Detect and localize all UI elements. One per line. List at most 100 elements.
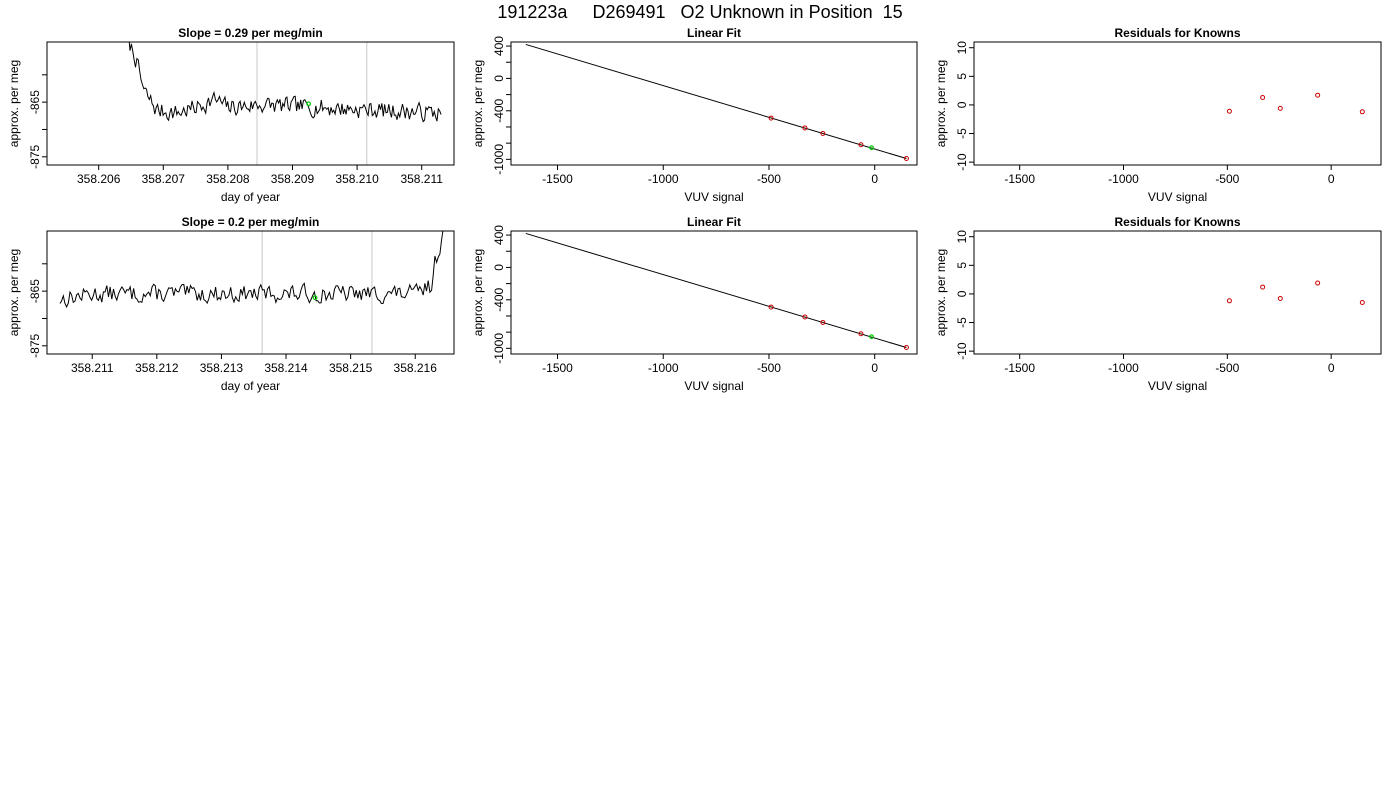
plot-frame	[46, 41, 455, 166]
x-tick-label: 358.209	[271, 172, 315, 186]
y-tick-label: -400	[492, 287, 506, 311]
x-tick-label: -1000	[648, 172, 679, 186]
known-point	[1226, 298, 1232, 304]
y-tick-label: -865	[28, 279, 42, 303]
unknown-point	[312, 295, 318, 301]
panel-title: Slope = 0.29 per meg/min	[178, 26, 322, 40]
known-point	[1359, 300, 1365, 306]
y-tick-label: 0	[492, 264, 506, 271]
x-tick-label: 358.206	[77, 172, 121, 186]
y-tick-label: 10	[955, 230, 969, 244]
y-axis-label: approx. per meg	[7, 249, 21, 336]
y-axis-label: approx. per meg	[7, 60, 21, 147]
plot-frame	[973, 41, 1382, 166]
y-tick-label: -875	[28, 333, 42, 357]
known-point	[1277, 296, 1283, 302]
known-point	[1359, 109, 1365, 115]
panel-title: Slope = 0.2 per meg/min	[182, 215, 320, 229]
x-tick-label: 358.212	[135, 361, 179, 375]
x-tick-label: -500	[757, 172, 781, 186]
residuals-panel-2: Residuals for Knowns -1500 -1000 -500 0 10 5 0 -…	[934, 215, 1382, 393]
known-point	[802, 125, 808, 131]
timeseries-panel-2: Slope = 0.2 per meg/min 358.211 358.212 358…	[7, 215, 455, 393]
y-tick-label: 5	[955, 73, 969, 80]
x-axis-label: VUV signal	[684, 379, 743, 393]
panel-title: Residuals for Knowns	[1114, 26, 1240, 40]
data-series-line	[59, 231, 444, 309]
x-tick-label: -1500	[542, 361, 573, 375]
unknown-point	[306, 101, 312, 107]
plot-area	[59, 231, 444, 354]
fit-line	[525, 232, 907, 349]
x-tick-label: 358.213	[200, 361, 244, 375]
x-axis-label: day of year	[221, 190, 280, 204]
known-point	[802, 314, 808, 320]
known-point	[903, 156, 909, 162]
known-point	[820, 319, 826, 325]
unknown-point	[869, 145, 874, 151]
unknown-point	[869, 334, 874, 340]
panel-title: Linear Fit	[687, 26, 741, 40]
x-tick-label: -1500	[1004, 361, 1035, 375]
known-point	[768, 304, 774, 310]
known-point	[1315, 92, 1321, 98]
y-axis-label: approx. per meg	[934, 60, 948, 147]
plot-frame	[510, 230, 918, 355]
known-point	[858, 331, 864, 337]
x-tick-label: 358.214	[264, 361, 308, 375]
x-tick-label: -500	[1215, 361, 1239, 375]
x-tick-label: 358.211	[71, 361, 114, 375]
x-axis-label: VUV signal	[684, 190, 743, 204]
x-axis-label: VUV signal	[1148, 190, 1207, 204]
x-tick-label: -500	[1215, 172, 1239, 186]
known-point	[1226, 108, 1232, 114]
y-tick-label: -875	[28, 144, 42, 168]
x-tick-label: 358.207	[142, 172, 186, 186]
x-axis-label: VUV signal	[1148, 379, 1207, 393]
plot-area	[1226, 280, 1365, 306]
y-axis-label: approx. per meg	[471, 249, 485, 336]
y-tick-label: -5	[955, 317, 969, 328]
y-tick-label: -400	[492, 98, 506, 122]
known-point	[858, 142, 864, 148]
x-tick-label: -1000	[1108, 361, 1139, 375]
y-tick-label: 5	[955, 262, 969, 269]
x-tick-label: 358.208	[206, 172, 250, 186]
known-point	[768, 115, 774, 121]
y-tick-label: 0	[492, 75, 506, 82]
known-point	[820, 130, 826, 136]
y-axis-label: approx. per meg	[471, 60, 485, 147]
plot-frame	[46, 230, 455, 355]
x-tick-label: -1000	[648, 361, 679, 375]
x-tick-label: 0	[871, 361, 878, 375]
linear-fit-panel-2: Linear Fit -1500 -1000 -500 0 400 0 -400 -1000 VU…	[471, 215, 918, 393]
y-tick-label: -10	[955, 153, 969, 171]
x-tick-label: -500	[757, 361, 781, 375]
linear-fit-panel-1: Linear Fit -1500 -1000 -500 0 400 0 -400 -1000 VU…	[471, 26, 918, 204]
x-tick-label: 0	[871, 172, 878, 186]
residuals-panel-1: Residuals for Knowns -1500 -1000 -500 0 10 5 0 -…	[934, 26, 1382, 204]
plot-area	[128, 42, 442, 165]
known-point	[1260, 94, 1266, 100]
x-tick-label: -1500	[542, 172, 573, 186]
plot-area	[1226, 92, 1365, 115]
known-point	[903, 345, 909, 351]
y-axis-label: approx. per meg	[934, 249, 948, 336]
known-point	[1260, 284, 1266, 290]
x-tick-label: 358.211	[400, 172, 443, 186]
y-tick-label: 10	[955, 41, 969, 55]
x-tick-label: 358.216	[394, 361, 438, 375]
plot-frame	[973, 230, 1382, 355]
fit-line	[525, 43, 907, 160]
y-tick-label: -865	[28, 90, 42, 114]
plot-frame	[510, 41, 918, 166]
y-tick-label: -1000	[492, 144, 506, 175]
x-tick-label: 358.210	[335, 172, 379, 186]
x-tick-label: 0	[1328, 172, 1335, 186]
figure-title: 191223a D269491 O2 Unknown in Position 1…	[497, 2, 903, 22]
y-tick-label: -1000	[492, 333, 506, 364]
known-point	[1315, 280, 1321, 286]
y-tick-label: 400	[492, 225, 506, 245]
y-tick-label: 400	[492, 36, 506, 56]
